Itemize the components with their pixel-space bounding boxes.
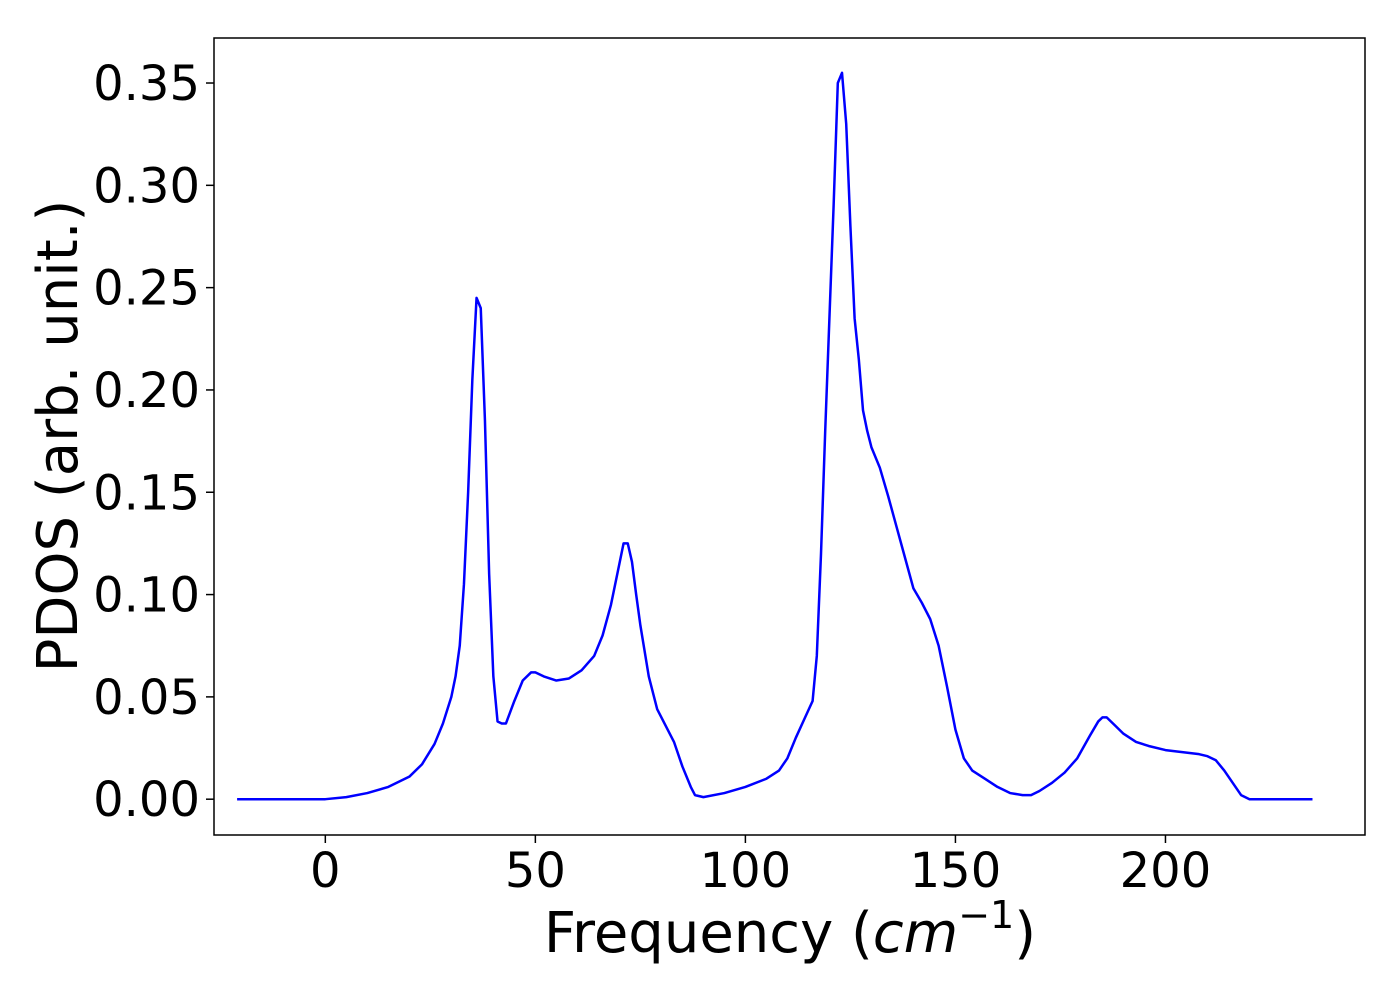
x-tick-label: 150	[910, 843, 1002, 899]
plot-area-frame	[213, 37, 1366, 836]
x-tick-label: 100	[700, 843, 792, 899]
y-axis-label: PDOS (arb. unit.)	[26, 200, 91, 673]
y-tick-label: 0.00	[93, 772, 200, 828]
series-line-0	[237, 71, 1313, 801]
x-tick-label: 0	[310, 843, 341, 899]
series-layer	[237, 71, 1313, 801]
x-tick-label: 50	[505, 843, 566, 899]
x-axis-label-suffix: )	[1014, 901, 1036, 966]
y-tick-label: 0.15	[93, 465, 200, 521]
x-tick-label: 200	[1120, 843, 1212, 899]
y-tick-label: 0.25	[93, 261, 200, 317]
x-axis-ticks: 0 50 100 150 200	[310, 835, 1211, 899]
y-tick-label: 0.30	[93, 158, 200, 214]
x-axis-label-exponent: −1	[958, 893, 1014, 937]
y-tick-label: 0.20	[93, 363, 200, 419]
y-tick-label: 0.05	[93, 670, 200, 726]
x-axis-label: Frequency (cm−1)	[544, 893, 1036, 966]
x-axis-label-unit: cm	[873, 901, 958, 966]
x-axis-label-prefix: Frequency (	[544, 901, 873, 966]
y-tick-label: 0.35	[93, 56, 200, 112]
y-tick-label: 0.10	[93, 568, 200, 624]
y-axis-ticks: 0.00 0.05 0.10 0.15 0.20 0.25 0.30 0.35	[93, 56, 214, 828]
